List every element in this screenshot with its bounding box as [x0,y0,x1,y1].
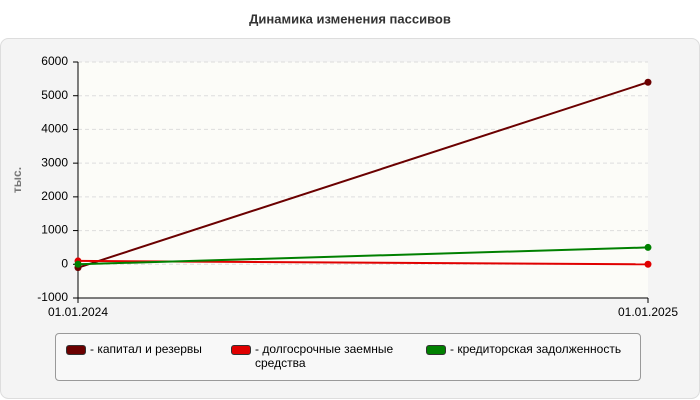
series-line [77,246,649,266]
chart-title: Динамика изменения пассивов [249,11,451,26]
y-tick-label: 0 [61,256,68,270]
legend-swatch [426,345,446,355]
y-tick-label: -1000 [37,290,68,304]
legend-label: - капитал и резервы [90,342,202,356]
x-tick-label: 01.01.2024 [48,305,108,319]
point [644,78,652,86]
y-tick-label: 5000 [41,88,68,102]
x-tick-label: 01.01.2025 [618,305,678,319]
legend-item: - долгосрочные заемные средства [231,342,411,370]
legend-label: - долгосрочные заемные средства [255,342,394,370]
legend-item: - капитал и резервы [66,342,216,356]
point [644,243,652,251]
legend: - капитал и резервы - долгосрочные заемны… [55,333,641,381]
y-tick-label: 6000 [41,54,68,68]
legend-item: - кредиторская задолженность [426,342,636,356]
y-tick-label: 4000 [41,122,68,136]
point [644,260,652,268]
series-line [77,81,649,269]
point [74,260,82,268]
y-axis-label: тыс. [10,167,24,193]
y-tick-label: 1000 [41,223,68,237]
y-tick-label: 3000 [41,155,68,169]
plot-area [78,62,648,298]
y-tick-label: 2000 [41,189,68,203]
legend-label: - кредиторская задолженность [450,342,622,356]
legend-swatch [66,345,86,355]
legend-swatch [231,345,251,355]
